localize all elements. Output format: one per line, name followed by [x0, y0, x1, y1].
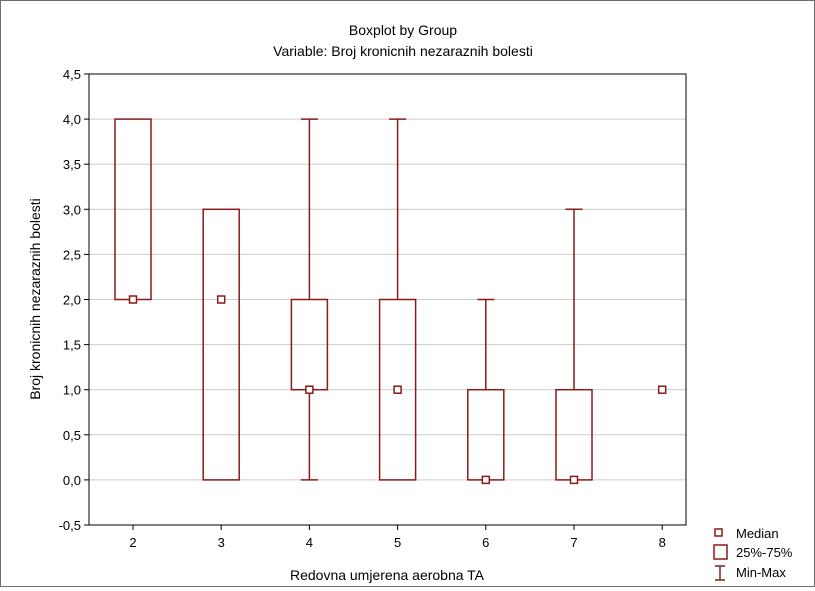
box-series: [114, 118, 667, 485]
legend-whisker-marker: [715, 565, 725, 581]
chart-title: Boxplot by Group: [349, 22, 457, 38]
median-marker: [657, 385, 667, 394]
y-tick-label: 3,5: [63, 157, 81, 172]
box-group-3: [202, 208, 240, 481]
x-tick-label: 6: [482, 535, 489, 550]
x-axis: 2 3 4 5 6 7 8: [129, 525, 666, 550]
y-axis-label: Broj kronicnih nezaraznih bolesti: [27, 198, 43, 400]
y-tick-label: 2,5: [63, 247, 81, 262]
x-tick-label: 4: [306, 535, 313, 550]
y-tick-label: 0,5: [63, 428, 81, 443]
box-group-4: [290, 118, 329, 481]
box-group-7: [555, 208, 593, 485]
iqr-box: [202, 208, 240, 481]
y-tick-label: 3,0: [63, 202, 81, 217]
y-tick-label: 1,5: [63, 338, 81, 353]
box-group-6: [467, 298, 505, 485]
legend-box-label: 25%-75%: [736, 545, 793, 560]
legend-median-label: Median: [736, 526, 779, 541]
median-marker: [128, 295, 138, 304]
x-tick-label: 2: [129, 535, 136, 550]
legend-whisker-label: Min-Max: [736, 565, 786, 580]
iqr-box: [378, 298, 417, 481]
y-tick-label: -0,5: [59, 518, 81, 533]
chart-subtitle: Variable: Broj kronicnih nezaraznih bole…: [273, 43, 533, 59]
y-tick-label: 4,0: [63, 112, 81, 127]
legend-median-marker: [714, 528, 723, 537]
median-marker: [216, 295, 226, 304]
x-tick-label: 3: [218, 535, 225, 550]
x-tick-label: 8: [659, 535, 666, 550]
box-group-8: [657, 385, 667, 394]
y-tick-label: 0,0: [63, 473, 81, 488]
y-axis: -0,5 0,0 0,5 1,0 1,5 2,0 2,5 3,0 3,5 4,0 4,5: [59, 67, 89, 533]
median-marker: [305, 385, 314, 394]
median-marker: [569, 475, 579, 485]
x-axis-label: Redovna umjerena aerobna TA: [290, 567, 485, 583]
median-marker: [393, 385, 402, 394]
median-marker: [481, 475, 491, 485]
box-group-5: [378, 118, 417, 481]
y-tick-label: 1,0: [63, 383, 81, 398]
legend: Median 25%-75% Min-Max: [713, 526, 793, 581]
legend-box-marker: [713, 544, 728, 560]
x-tick-label: 5: [394, 535, 401, 550]
y-tick-label: 4,5: [63, 67, 81, 82]
x-tick-label: 7: [570, 535, 577, 550]
y-tick-label: 2,0: [63, 293, 81, 308]
box-group-2: [114, 118, 152, 304]
